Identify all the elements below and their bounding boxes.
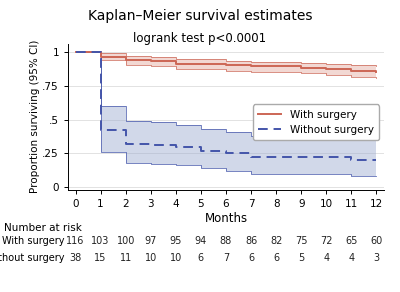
With surgery: [123, 55, 128, 58]
Text: 11: 11: [120, 253, 132, 263]
Text: Without surgery: Without surgery: [0, 253, 64, 263]
Without surgery: [148, 143, 153, 147]
Line: Without surgery: Without surgery: [76, 52, 376, 160]
With surgery: [224, 64, 228, 67]
Text: 82: 82: [270, 236, 282, 246]
With surgery: [174, 62, 178, 66]
With surgery: [299, 66, 304, 69]
Without surgery: [274, 156, 278, 159]
Text: 72: 72: [320, 236, 332, 246]
Text: 5: 5: [298, 253, 304, 263]
X-axis label: Months: Months: [204, 212, 248, 225]
Text: Kaplan–Meier survival estimates: Kaplan–Meier survival estimates: [88, 9, 312, 23]
Text: 6: 6: [248, 253, 254, 263]
Without surgery: [349, 156, 354, 159]
With surgery: [374, 69, 379, 72]
Text: 4: 4: [323, 253, 329, 263]
Text: 10: 10: [170, 253, 182, 263]
Without surgery: [299, 156, 304, 159]
With surgery: [174, 60, 178, 63]
Without surgery: [249, 156, 254, 159]
Text: 94: 94: [195, 236, 207, 246]
Without surgery: [274, 156, 278, 159]
With surgery: [249, 64, 254, 67]
Text: 10: 10: [145, 253, 157, 263]
With surgery: [148, 58, 153, 62]
Text: 15: 15: [94, 253, 107, 263]
Text: 116: 116: [66, 236, 85, 246]
Text: 97: 97: [144, 236, 157, 246]
With surgery: [148, 60, 153, 63]
Text: 7: 7: [223, 253, 229, 263]
Without surgery: [123, 142, 128, 146]
Text: 6: 6: [198, 253, 204, 263]
With surgery: [249, 65, 254, 68]
Without surgery: [299, 156, 304, 159]
With surgery: [198, 62, 203, 66]
With surgery: [274, 65, 278, 68]
Without surgery: [98, 50, 103, 54]
Text: 4: 4: [348, 253, 354, 263]
Text: 103: 103: [92, 236, 110, 246]
Text: 95: 95: [170, 236, 182, 246]
With surgery: [123, 58, 128, 62]
Text: logrank test p<0.0001: logrank test p<0.0001: [134, 32, 266, 45]
With surgery: [198, 62, 203, 66]
Without surgery: [374, 158, 379, 162]
Text: 65: 65: [345, 236, 358, 246]
With surgery: [73, 50, 78, 54]
Text: 60: 60: [370, 236, 383, 246]
Without surgery: [324, 156, 329, 159]
Without surgery: [198, 149, 203, 152]
With surgery: [324, 67, 329, 71]
Text: 75: 75: [295, 236, 308, 246]
Without surgery: [224, 152, 228, 155]
With surgery: [349, 67, 354, 71]
With surgery: [374, 70, 379, 74]
Without surgery: [148, 142, 153, 146]
Without surgery: [224, 149, 228, 152]
With surgery: [98, 50, 103, 54]
With surgery: [224, 62, 228, 66]
Without surgery: [174, 145, 178, 148]
Without surgery: [324, 156, 329, 159]
With surgery: [274, 65, 278, 68]
Text: 86: 86: [245, 236, 257, 246]
Text: With surgery: With surgery: [2, 236, 64, 246]
Text: 3: 3: [374, 253, 380, 263]
Without surgery: [174, 143, 178, 147]
With surgery: [98, 55, 103, 58]
Without surgery: [98, 128, 103, 132]
Without surgery: [73, 50, 78, 54]
Line: With surgery: With surgery: [76, 52, 376, 72]
Without surgery: [198, 145, 203, 148]
With surgery: [324, 66, 329, 69]
Text: 88: 88: [220, 236, 232, 246]
Without surgery: [123, 128, 128, 132]
Without surgery: [374, 158, 379, 162]
Without surgery: [249, 152, 254, 155]
Text: 100: 100: [116, 236, 135, 246]
Text: 38: 38: [69, 253, 82, 263]
With surgery: [349, 69, 354, 72]
Without surgery: [349, 158, 354, 162]
Text: 6: 6: [273, 253, 279, 263]
Y-axis label: Proportion surviving (95% CI): Proportion surviving (95% CI): [30, 40, 40, 194]
With surgery: [299, 65, 304, 68]
Legend: With surgery, Without surgery: With surgery, Without surgery: [253, 105, 379, 140]
Text: Number at risk: Number at risk: [4, 223, 82, 233]
